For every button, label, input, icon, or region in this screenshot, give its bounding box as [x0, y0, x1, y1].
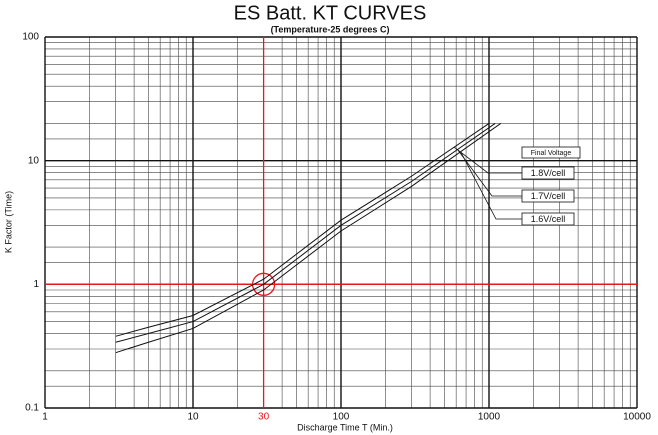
legend-label: 1.6V/cell [531, 214, 566, 224]
y-tick-label: 1 [33, 279, 39, 290]
legend-title-box [521, 146, 581, 159]
y-tick-label: 0.1 [25, 403, 39, 414]
x-tick-label: 1 [42, 412, 48, 423]
legend-leader [457, 149, 522, 197]
y-tick-label: 10 [28, 155, 40, 166]
x-tick-label: 1000 [478, 412, 501, 423]
chart-subtitle: (Temperature-25 degrees C) [271, 24, 390, 34]
legend-label: 1.8V/cell [531, 168, 566, 178]
reference-label: 30 [258, 412, 270, 423]
y-tick-label: 100 [22, 32, 39, 43]
legend-label: 1.7V/cell [531, 191, 566, 201]
x-axis-label: Discharge Time T (Min.) [297, 422, 393, 432]
x-tick-label: 100 [333, 412, 350, 423]
x-tick-label: 10 [187, 412, 199, 423]
legend-leader [460, 151, 522, 220]
legend-box [521, 166, 575, 180]
data-line [115, 123, 502, 354]
chart-title: ES Batt. KT CURVES [234, 2, 427, 24]
legend-box [521, 189, 575, 203]
legend-title: Final Voltage [531, 150, 572, 157]
y-axis-label: K Factor (Time) [3, 191, 13, 253]
legend-box [521, 212, 575, 226]
data-line [115, 123, 490, 337]
legend-leader [453, 146, 522, 174]
data-line [115, 123, 496, 343]
x-tick-label: 10000 [623, 412, 651, 423]
